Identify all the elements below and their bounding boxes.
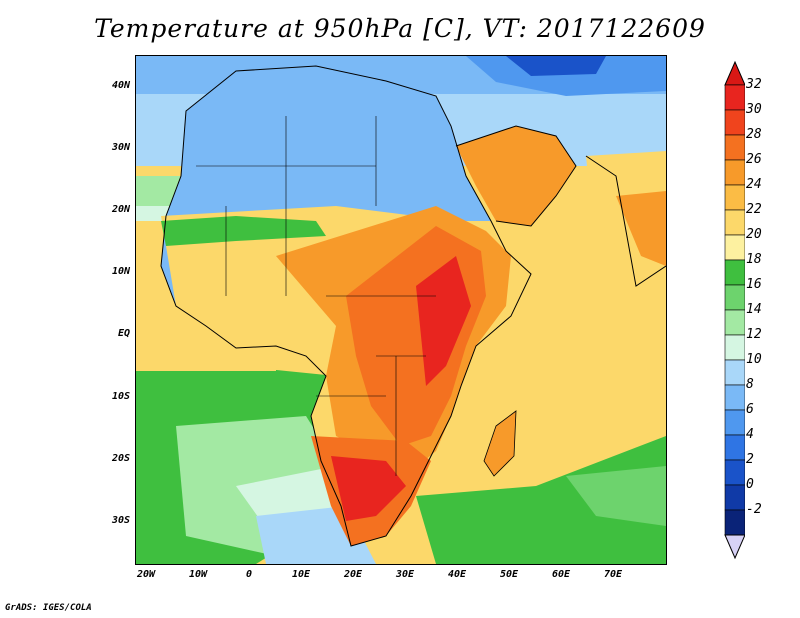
colorbar-swatch: [724, 159, 745, 186]
colorbar-tick-label: 26: [746, 152, 762, 167]
colorbar-tick-label: 14: [746, 302, 762, 317]
lat-label-20n: 20N: [111, 204, 130, 215]
lon-label-40e: 40E: [447, 569, 467, 580]
lon-label-10e: 10E: [291, 569, 311, 580]
colorbar-tick-label: 22: [746, 202, 762, 217]
colorbar-swatch: [724, 484, 745, 511]
arabia-warm: [456, 126, 576, 226]
colorbar-tick-label: 16: [746, 277, 762, 292]
africa-coastline: [160, 65, 532, 547]
india-coastline: [585, 155, 666, 287]
colorbar-swatch: [724, 309, 745, 336]
colorbar-tick-label: 18: [746, 252, 762, 267]
cold-europe: [466, 56, 666, 96]
lon-label-20e: 20E: [343, 569, 363, 580]
colorbar-swatch: [724, 134, 745, 161]
lat-label-10s: 10S: [111, 391, 130, 402]
lon-label-60e: 60E: [551, 569, 571, 580]
colorbar-tick-label: 24: [746, 177, 762, 192]
south-indian-pale: [566, 466, 666, 526]
colorbar-swatch: [724, 209, 745, 236]
east-africa-hottest: [416, 256, 471, 386]
lon-label-10w: 10W: [188, 569, 208, 580]
lat-label-20s: 20S: [111, 453, 130, 464]
map-panel: [135, 55, 667, 565]
colorbar-tick-label: 2: [746, 452, 754, 467]
colorbar-swatch: [724, 459, 745, 486]
colorbar-tick-label: 0: [746, 477, 754, 492]
colorbar-tick-label: 6: [746, 402, 754, 417]
lon-label-20w: 20W: [136, 569, 156, 580]
colorbar-swatch: [724, 359, 745, 386]
lat-label-40n: 40N: [111, 80, 130, 91]
colorbar-swatch: [724, 259, 745, 286]
colorbar: [724, 60, 745, 560]
colorbar-swatch: [724, 409, 745, 436]
colorbar-tick-label: 28: [746, 127, 762, 142]
kalahari-hottest: [331, 456, 406, 521]
colorbar-over-arrow: [724, 60, 745, 86]
colorbar-swatch: [724, 84, 745, 111]
colorbar-tick-label: 12: [746, 327, 762, 342]
country-borders: [196, 116, 436, 476]
colorbar-tick-label: 20: [746, 227, 762, 242]
colorbar-tick-label: 4: [746, 427, 754, 442]
temperature-map: [136, 56, 666, 564]
arabia-coastline: [455, 125, 577, 227]
colorbar-swatch: [724, 284, 745, 311]
colorbar-swatch: [724, 184, 745, 211]
lat-label-30n: 30N: [111, 142, 130, 153]
lat-label-eq: EQ: [117, 328, 130, 339]
south-indian-green: [416, 436, 666, 564]
colorbar-swatch: [724, 334, 745, 361]
colorbar-tick-label: 10: [746, 352, 762, 367]
colorbar-tick-label: 30: [746, 102, 762, 117]
colorbar-swatch: [724, 384, 745, 411]
colorbar-under-arrow: [724, 534, 745, 560]
lon-label-0: 0: [245, 569, 253, 580]
india-hot: [616, 191, 666, 266]
lon-label-30e: 30E: [395, 569, 415, 580]
colorbar-swatch: [724, 109, 745, 136]
colorbar-tick-label: 8: [746, 377, 754, 392]
gulf-guinea: [136, 346, 276, 371]
sahel-green-band: [161, 216, 326, 246]
colorbar-swatch: [724, 434, 745, 461]
colorbar-tick-label: 32: [746, 77, 762, 92]
coldest-europe: [506, 56, 606, 76]
chart-title: Temperature at 950hPa [C], VT: 201712260…: [94, 14, 706, 43]
footer-credit: GrADS: IGES/COLA: [5, 603, 92, 613]
lat-label-30s: 30S: [111, 515, 130, 526]
colorbar-tick-label: -2: [746, 502, 762, 517]
lon-label-50e: 50E: [499, 569, 519, 580]
lat-label-10n: 10N: [111, 266, 130, 277]
lon-label-70e: 70E: [603, 569, 623, 580]
madagascar: [483, 410, 517, 477]
colorbar-swatch: [724, 509, 745, 536]
colorbar-swatch: [724, 234, 745, 261]
